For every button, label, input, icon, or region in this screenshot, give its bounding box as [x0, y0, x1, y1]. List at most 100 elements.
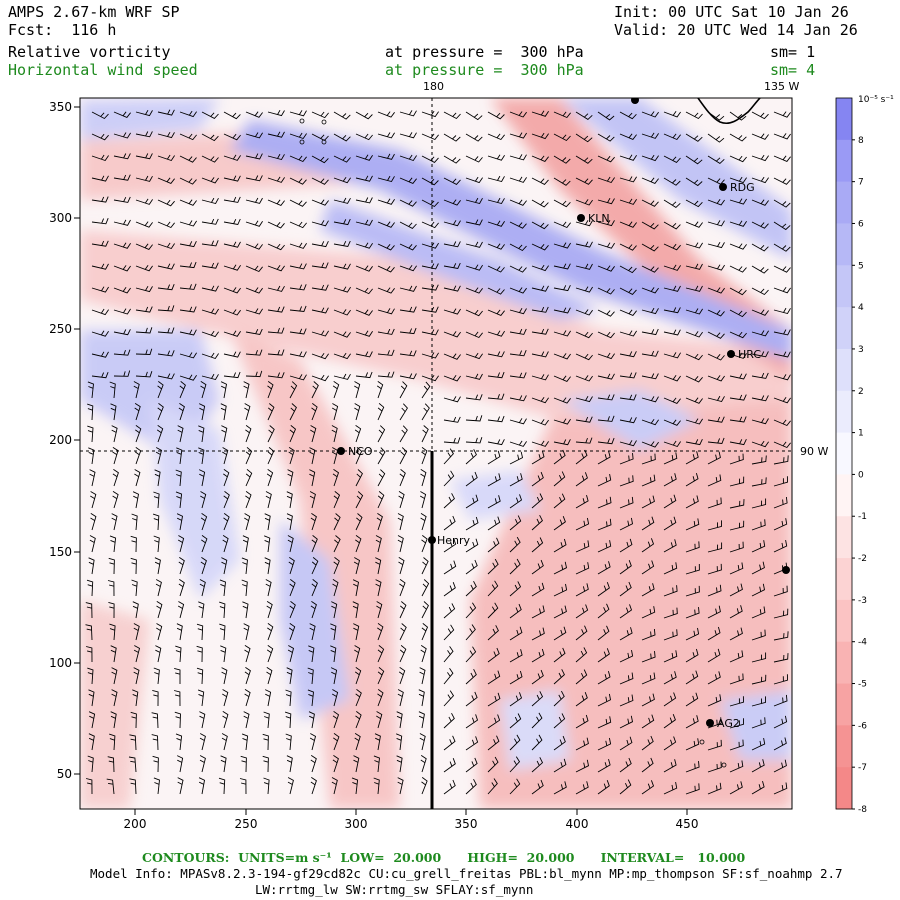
- x-tick-350: 350: [455, 817, 478, 831]
- wind-barb: [531, 691, 544, 707]
- wind-barb: [113, 370, 131, 377]
- wind-barb: [201, 177, 219, 184]
- wind-barb: [487, 175, 505, 183]
- wind-barb: [729, 220, 747, 227]
- wind-barb: [377, 175, 395, 183]
- wind-barb: [178, 579, 185, 597]
- wind-barb: [222, 535, 229, 553]
- wind-barb: [509, 243, 527, 252]
- wind-barb: [465, 624, 476, 641]
- wind-barb: [375, 535, 382, 553]
- wind-barb: [487, 756, 499, 773]
- colorbar-label: 4: [858, 303, 864, 313]
- wind-barb: [135, 425, 142, 443]
- wind-barb: [487, 330, 505, 337]
- colorbar-label: 5: [858, 261, 864, 271]
- wind-barb: [597, 219, 615, 227]
- wind-barb: [707, 353, 725, 361]
- wind-barb: [597, 693, 612, 707]
- wind-barb: [443, 308, 461, 315]
- wind-barb: [685, 353, 703, 361]
- wind-barb: [487, 625, 499, 641]
- wind-barb: [597, 780, 610, 795]
- wind-barb: [420, 513, 427, 531]
- wind-barb: [266, 469, 274, 487]
- wind-barb: [619, 650, 634, 663]
- wind-barb: [597, 265, 615, 272]
- wind-barb: [773, 199, 791, 208]
- wind-barb: [487, 351, 505, 358]
- wind-barb: [91, 330, 109, 337]
- wind-barb: [443, 668, 454, 685]
- wind-barb: [773, 177, 791, 185]
- wind-barb: [377, 243, 395, 251]
- wind-barb: [132, 491, 140, 509]
- wind-barb: [332, 755, 339, 773]
- wind-barb: [267, 623, 274, 641]
- wind-barb: [377, 667, 385, 685]
- wind-barb: [509, 307, 527, 315]
- wind-barb: [201, 197, 219, 205]
- wind-barb: [619, 757, 632, 773]
- wind-barb: [663, 539, 677, 553]
- wind-barb: [135, 327, 153, 334]
- station-label-nco: NCO: [348, 445, 373, 458]
- wind-barb: [465, 538, 479, 553]
- wind-barb: [331, 689, 339, 707]
- wind-barb: [575, 220, 593, 227]
- wind-barb: [597, 394, 615, 401]
- wind-barb: [421, 777, 428, 795]
- wind-barb: [707, 520, 722, 531]
- wind-barb: [111, 513, 118, 531]
- wind-barb: [575, 177, 593, 185]
- wind-barb: [597, 415, 615, 422]
- wind-barb: [531, 396, 549, 404]
- wind-barb: [443, 353, 461, 360]
- colorbar-swatch: [836, 641, 852, 685]
- field2-smoothing: sm= 4: [770, 61, 816, 79]
- x-tick-400: 400: [566, 817, 589, 831]
- wind-barb: [177, 425, 184, 443]
- wind-barb: [333, 176, 351, 184]
- wind-barb: [421, 535, 428, 553]
- wind-barb: [398, 667, 406, 685]
- wind-barb: [157, 284, 175, 291]
- wind-barb: [421, 284, 439, 291]
- wind-barb: [509, 199, 527, 206]
- wind-barb: [355, 711, 362, 729]
- wind-barb: [729, 133, 747, 142]
- model-info: Model Info: MPASv8.2.3-194-gf29cd82c CU:…: [90, 866, 843, 881]
- wind-barb: [153, 491, 160, 509]
- wind-barb: [333, 133, 351, 142]
- wind-barb: [176, 623, 183, 641]
- x-tick-300: 300: [345, 817, 368, 831]
- wind-barb: [531, 712, 543, 729]
- wind-barb: [531, 132, 549, 140]
- wind-barb: [707, 309, 725, 317]
- wind-barb: [553, 242, 571, 249]
- wind-barb: [85, 646, 93, 663]
- wind-barb: [244, 403, 251, 421]
- wind-barb: [553, 330, 571, 337]
- wind-barb: [396, 711, 403, 729]
- wind-barb: [443, 416, 461, 423]
- wind-barb: [443, 712, 455, 729]
- wind-barb: [113, 111, 131, 118]
- wind-barb: [663, 264, 681, 271]
- wind-barb: [153, 777, 160, 795]
- wind-barb: [531, 605, 545, 619]
- wind-barb: [266, 601, 273, 619]
- wind-barb: [553, 605, 567, 619]
- wind-barb: [465, 437, 483, 444]
- wind-barb: [575, 449, 588, 465]
- wind-barb: [267, 243, 285, 251]
- wind-barb: [465, 471, 478, 487]
- wind-barb: [619, 394, 637, 401]
- wind-barb: [289, 381, 298, 399]
- wind-barb: [113, 308, 131, 315]
- wind-barb: [553, 177, 571, 186]
- wind-barb: [773, 782, 788, 795]
- wind-barb: [751, 395, 769, 402]
- wind-barb: [663, 243, 681, 251]
- wind-barb: [641, 516, 655, 531]
